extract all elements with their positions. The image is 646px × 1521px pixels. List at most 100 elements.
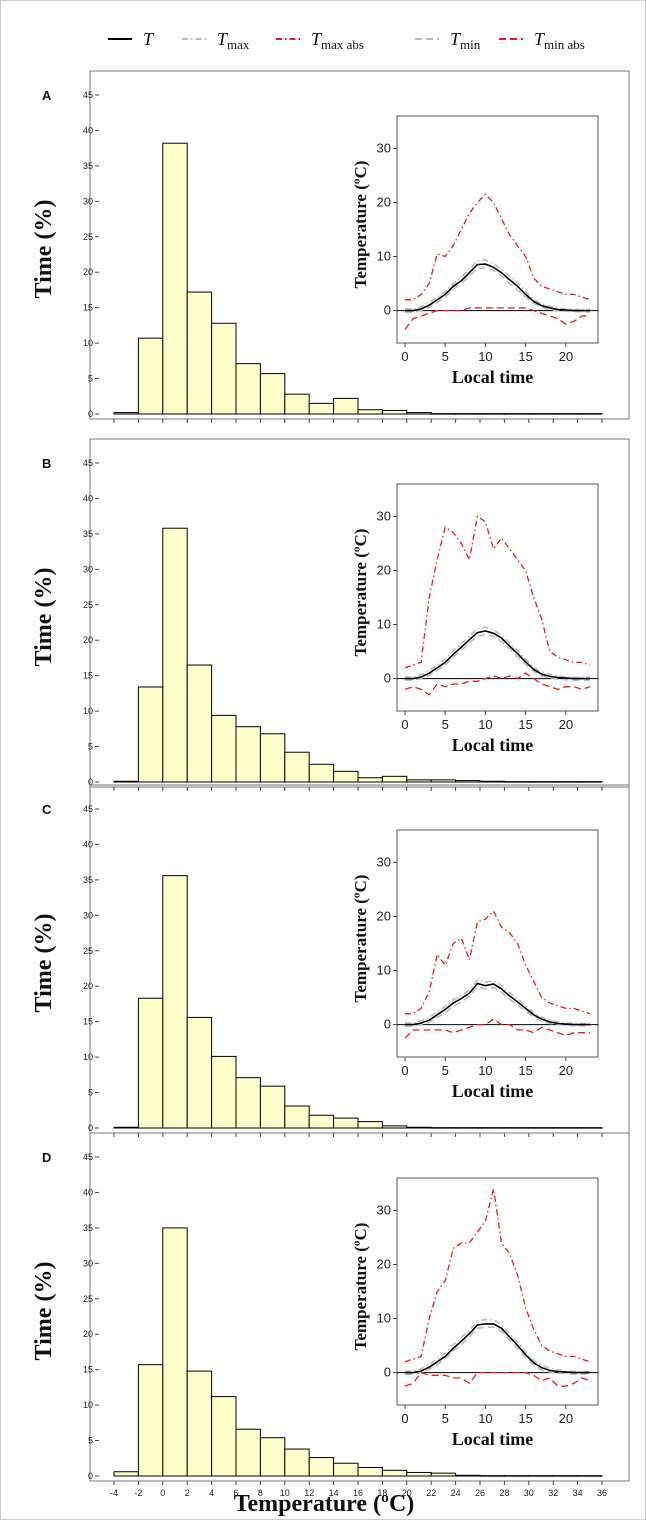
inset-series-tmin-abs [404,307,590,330]
y-tick-label: 35 [83,529,93,539]
inset-y-axis-title: Temperature (ºC) [351,1223,370,1351]
inset-y-tick-label: 30 [377,1202,391,1217]
histogram-bar [430,779,457,783]
legend-label-main: T [534,29,546,49]
y-tick-label: 25 [83,946,93,956]
legend-label: Tmin [450,29,481,52]
y-tick-label: 25 [83,600,93,610]
histogram-bar [137,337,164,415]
histogram-bar [235,726,261,783]
histogram-bar [381,775,408,783]
histogram-bar [552,413,579,415]
inset-x-tick-label: 5 [442,1411,449,1426]
legend-label-sub: min [460,37,481,52]
inset-series-tmax-abs [404,1188,591,1363]
histogram-bar [430,1472,457,1477]
legend-item-0: T [108,29,155,49]
inset-x-tick-label: 5 [442,1063,449,1078]
inset-y-tick-label: 10 [377,249,391,264]
y-tick-label: 35 [83,161,93,171]
histogram-bar [162,1227,188,1477]
histogram-bar [113,780,139,783]
inset-x-tick-label: 0 [401,349,408,364]
legend-item-3: Tmin [415,29,481,52]
inset-x-tick-label: 20 [559,349,573,364]
histogram-bar [357,1466,383,1477]
histogram-bar [284,751,310,783]
inset-series-tmin-abs [404,1371,591,1387]
inset-y-tick-label: 30 [377,508,391,523]
histogram-bar [577,781,603,783]
y-tick-label: 10 [83,338,93,348]
inset-series-t [405,630,590,680]
histogram-bar [235,1077,261,1129]
panel-frame [89,1132,630,1482]
x-tick-label: 8 [258,1488,263,1498]
histogram-bar [333,770,359,783]
histogram-bar [577,413,603,415]
inset-series-t [405,263,590,312]
inset-chart: 0 5 10 15 20 0 10 20 30 Local time Temperature (ºC… [351,483,599,755]
legend-item-4: Tmin abs [499,29,585,52]
inset-x-tick-label: 15 [518,1411,532,1426]
inset-y-tick-label: 0 [384,1017,391,1032]
histogram-bar [479,413,505,415]
y-tick-label: 35 [83,1223,93,1233]
inset-y-tick-label: 20 [377,194,391,209]
inset-y-tick-label: 10 [377,963,391,978]
panel-frame [89,70,630,420]
histogram-bar [186,664,213,783]
panel-B: B 0 5 10 15 20 25 30 35 40 45 Time (%) 0 5 10 15 20 0 10 20… [31,438,630,791]
histogram-bar [528,781,554,783]
histogram-bar [308,1114,335,1129]
y-tick-label: 10 [83,1400,93,1410]
inset-series-tmax-abs [405,909,591,1015]
y-tick-label: 5 [88,1088,93,1098]
legend-item-1: Tmax [182,29,250,52]
histogram-bar [284,1448,310,1477]
histogram-bar [528,1475,554,1477]
y-tick-label: 45 [83,1152,93,1162]
y-axis-title: Time (%) [31,200,57,299]
y-tick-label: 45 [83,804,93,814]
histogram-bar [381,409,408,415]
histogram-bar [430,1127,457,1129]
x-tick-label: 0 [160,1488,165,1498]
inset-x-axis-title: Local time [452,367,533,387]
y-tick-label: 0 [88,409,93,419]
inset-series-tmax [405,1318,590,1373]
inset-x-tick-label: 20 [559,717,573,732]
y-tick-label: 45 [83,90,93,100]
y-tick-label: 25 [83,1294,93,1304]
inset-x-tick-label: 15 [518,1063,532,1078]
inset-series-tmin-abs [404,672,591,696]
x-tick-label: 36 [597,1488,607,1498]
histogram-bar [503,1127,530,1129]
histogram-bar [308,1457,335,1477]
x-tick-label: 20 [402,1488,412,1498]
y-tick-label: 30 [83,1258,93,1268]
histogram-bar [455,780,481,783]
inset-series-tmax [405,258,590,311]
inset-x-tick-label: 0 [401,1411,408,1426]
panel-letter: D [42,1150,51,1165]
y-tick-label: 20 [83,267,93,277]
histogram-bar [479,1127,505,1129]
legend-label-main: T [450,29,462,49]
histogram-bar [552,1475,579,1477]
y-axis-title: Time (%) [31,1262,57,1361]
inset-y-tick-label: 10 [377,1311,391,1326]
x-tick-label: 32 [548,1488,558,1498]
legend-label-main: T [143,29,155,49]
histogram-bar [577,1127,603,1129]
histogram-bar [162,527,188,783]
x-axis-title: Temperature (ºC) [234,1491,415,1517]
inset-x-axis-title: Local time [452,1081,533,1101]
inset-series-t [405,1323,590,1374]
histogram-bar [406,412,432,415]
legend-label: T [143,29,155,49]
inset-series-tmin-abs [404,1018,590,1039]
histogram-bar [406,779,432,783]
histogram-bar [162,875,188,1129]
inset-series-tmax [405,626,590,679]
